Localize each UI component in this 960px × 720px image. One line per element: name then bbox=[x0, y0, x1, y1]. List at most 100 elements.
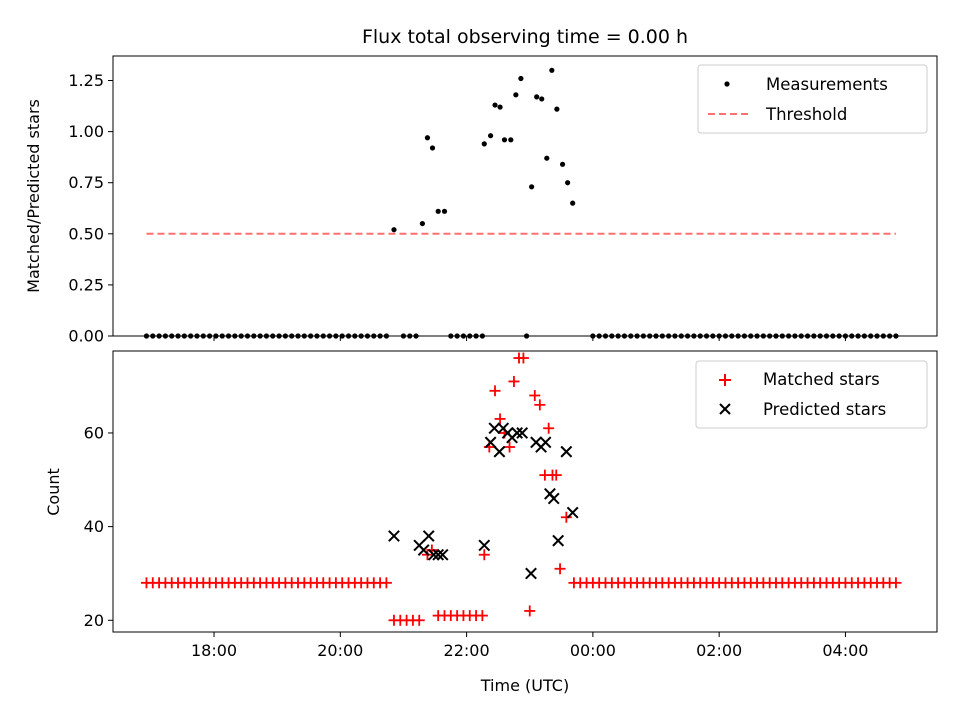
chart-title: Flux total observing time = 0.00 h bbox=[362, 26, 688, 48]
matched-star-point bbox=[550, 469, 562, 481]
predicted-star-point bbox=[539, 436, 552, 449]
legend-measurements-marker bbox=[724, 81, 730, 87]
bottom-axes-frame bbox=[112, 350, 938, 633]
matched-star-point bbox=[489, 385, 501, 397]
x-tick-label: 04:00 bbox=[822, 641, 868, 660]
matched-star-point bbox=[504, 441, 516, 453]
top-panel: 0.00 0.25 0.50 0.75 1.00 1.25 Matched/Predict… bbox=[24, 55, 938, 346]
measurement-point bbox=[441, 208, 448, 214]
bottom-x-ticks: 18:00 20:00 22:00 00:00 02:00 04:00 bbox=[191, 632, 868, 660]
legend-threshold-label: Threshold bbox=[765, 105, 847, 124]
predicted-star-point bbox=[516, 427, 529, 439]
y-tick-label: 0.25 bbox=[68, 275, 104, 294]
y-tick-label: 0.75 bbox=[68, 173, 104, 192]
matched-star-point bbox=[478, 549, 490, 561]
bottom-panel-marks bbox=[140, 352, 902, 626]
matched-star-point bbox=[413, 614, 425, 626]
measurement-point bbox=[497, 104, 503, 110]
predicted-star-point bbox=[417, 544, 430, 556]
predicted-star-point bbox=[547, 492, 560, 505]
matched-star-point bbox=[529, 389, 541, 401]
y-tick-label: 40 bbox=[84, 517, 104, 536]
predicted-star-point bbox=[511, 427, 524, 439]
matched-star-point bbox=[543, 422, 555, 434]
y-tick-label: 0.50 bbox=[68, 224, 104, 243]
measurement-point bbox=[539, 96, 545, 102]
measurement-point bbox=[481, 141, 487, 147]
legend-matched-label: Matched stars bbox=[763, 370, 880, 389]
matched-star-point bbox=[534, 399, 546, 411]
matched-star-point bbox=[890, 577, 902, 589]
bottom-y-ticks: 20 40 60 bbox=[84, 423, 113, 630]
measurement-point bbox=[513, 92, 519, 98]
measurement-point bbox=[424, 135, 431, 141]
x-tick-label: 20:00 bbox=[317, 641, 363, 660]
measurement-point bbox=[559, 161, 566, 167]
bottom-legend-box bbox=[695, 360, 928, 429]
predicted-star-point bbox=[436, 548, 449, 561]
predicted-star-point-b bbox=[432, 548, 445, 561]
top-y-ticks: 0.00 0.25 0.50 0.75 1.00 1.25 bbox=[68, 71, 113, 346]
predicted-star-point bbox=[525, 567, 537, 580]
predicted-star-point-b bbox=[488, 422, 501, 435]
measurement-point bbox=[544, 155, 550, 161]
y-tick-label: 60 bbox=[84, 423, 104, 442]
predicted-star-point-b bbox=[388, 530, 400, 542]
legend-matched-marker bbox=[719, 374, 731, 386]
predicted-star-point-b bbox=[539, 436, 552, 449]
bottom-y-axis-label: Count bbox=[44, 468, 63, 516]
measurement-point bbox=[518, 75, 524, 82]
top-legend: Measurements Threshold bbox=[697, 64, 928, 134]
matched-star-point bbox=[380, 577, 392, 589]
measurement-point bbox=[419, 220, 425, 227]
x-tick-label: 18:00 bbox=[191, 641, 237, 660]
predicted-star-point-b bbox=[436, 548, 449, 561]
matched-star-point bbox=[494, 413, 506, 425]
predicted-star-point-b bbox=[547, 492, 560, 505]
matched-star-point bbox=[554, 563, 566, 575]
measurement-point bbox=[429, 145, 436, 151]
predicted-star-point bbox=[488, 422, 501, 435]
predicted-star-point-b bbox=[417, 544, 430, 556]
bottom-panel: 20 40 60 18:00 20:00 22:00 00:00 02:00 04:00 Co… bbox=[44, 350, 938, 695]
measurement-point bbox=[487, 133, 494, 139]
predicted-star-point-b bbox=[493, 445, 506, 458]
predicted-star-point-b bbox=[516, 427, 529, 439]
predicted-star-point bbox=[560, 445, 573, 458]
predicted-star-point-b bbox=[560, 445, 573, 458]
predicted-star-point-b bbox=[484, 436, 497, 449]
predicted-star-point-b bbox=[566, 506, 579, 519]
measurement-point bbox=[565, 180, 571, 186]
top-y-axis-label: Matched/Predicted stars bbox=[24, 99, 43, 293]
measurement-point bbox=[435, 208, 441, 214]
measurement-point bbox=[534, 94, 540, 100]
predicted-star-point-b bbox=[422, 530, 435, 542]
matched-star-point bbox=[476, 610, 488, 622]
bottom-legend: Matched stars Predicted stars bbox=[695, 360, 928, 429]
measurement-point bbox=[570, 200, 576, 206]
predicted-star-point-b bbox=[427, 548, 440, 561]
y-tick-label: 1.00 bbox=[68, 122, 104, 141]
x-tick-label: 00:00 bbox=[570, 641, 616, 660]
predicted-star-point bbox=[427, 548, 440, 561]
predicted-star-point bbox=[552, 534, 565, 547]
measurement-point bbox=[492, 102, 498, 108]
matched-star-point bbox=[560, 511, 572, 523]
predicted-star-point bbox=[478, 539, 491, 552]
predicted-star-point-b bbox=[525, 567, 537, 580]
top-legend-box bbox=[697, 64, 928, 134]
top-axes-frame bbox=[112, 55, 938, 337]
x-tick-label: 22:00 bbox=[444, 641, 490, 660]
matched-star-point bbox=[517, 352, 529, 364]
matched-star-point bbox=[524, 605, 536, 617]
predicted-star-point-b bbox=[511, 427, 524, 439]
measurement-point bbox=[554, 106, 560, 112]
legend-predicted-label: Predicted stars bbox=[763, 400, 886, 419]
measurement-point bbox=[391, 227, 397, 233]
measurement-point bbox=[529, 184, 535, 190]
legend-measurements-label: Measurements bbox=[766, 75, 888, 94]
measurement-point bbox=[549, 67, 555, 73]
y-tick-label: 0.00 bbox=[68, 327, 104, 346]
y-tick-label: 20 bbox=[84, 611, 104, 630]
